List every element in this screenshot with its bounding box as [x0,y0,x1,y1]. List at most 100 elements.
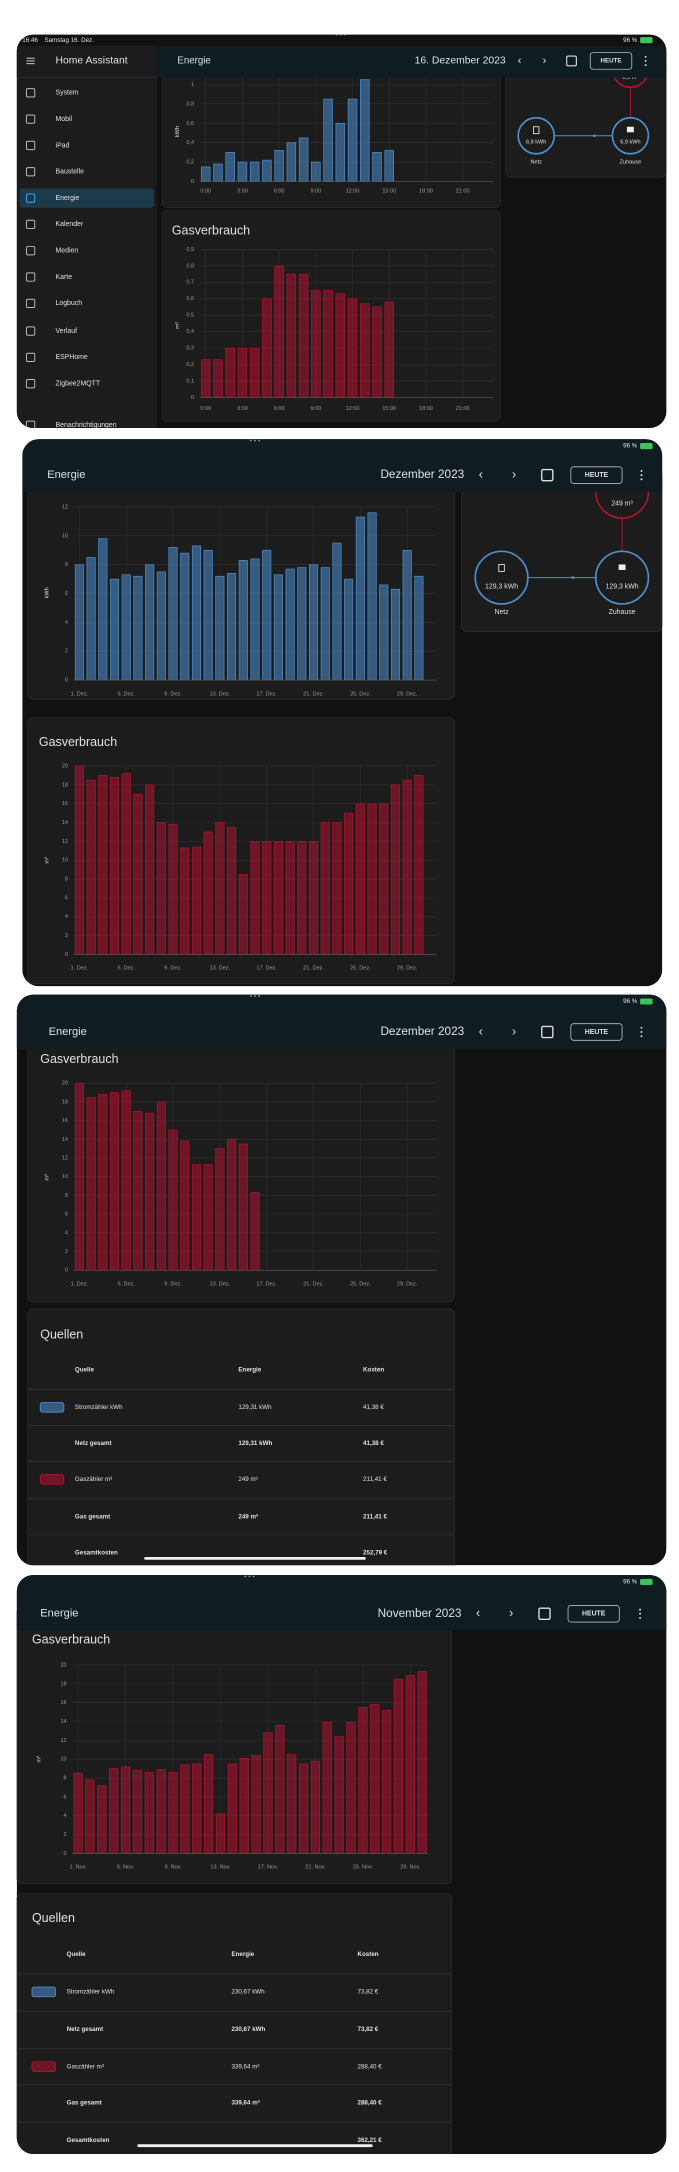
y-tick-label: 0,6 [186,121,194,127]
menu-item[interactable]: Baustelle [56,169,85,176]
menu-item[interactable]: ESPHome [56,354,88,361]
table-cell: 73,82 € [358,2026,379,2033]
menu-dot[interactable] [644,55,647,58]
bar [133,575,143,681]
y-tick-label: 10 [62,533,68,539]
x-tick-label: 1. Dez. [71,966,89,972]
calendar-button[interactable] [538,1607,551,1620]
bar [238,560,248,681]
previous-button[interactable]: ‹ [476,1606,480,1620]
y-tick-label: 2 [65,649,68,655]
battery-icon [640,37,653,44]
bar [372,306,382,398]
menu-item[interactable]: Benachrichtigungen [56,422,117,429]
calendar-button[interactable] [541,1025,554,1039]
next-button[interactable]: › [543,55,547,67]
top-bar [22,439,663,492]
menu-icon [25,352,36,363]
previous-button[interactable]: ‹ [479,1024,483,1038]
menu-item[interactable]: Karte [56,274,73,281]
status-date: Samstag 16. Dez. [44,37,94,44]
x-tick-label: 25. Dez. [350,1282,371,1288]
multitask-dot [250,439,252,442]
x-tick-label: 21. Nov. [305,1865,326,1871]
home-value: 129,3 kWh [606,584,639,591]
battery-icon [640,1578,653,1585]
x-tick-label: 18:00 [419,189,433,195]
y-tick-label: 2 [65,933,68,939]
tower-icon [533,126,540,135]
menu-dot[interactable] [640,1031,643,1033]
menu-dot[interactable] [644,59,647,62]
menu-dot[interactable] [639,1612,642,1615]
previous-button[interactable]: ‹ [479,467,483,481]
bar [145,784,155,955]
bar [97,1785,107,1854]
bar [298,1763,309,1854]
card-title: Gasverbrauch [172,224,250,238]
legend-swatch [31,1986,56,1998]
menu-item[interactable]: iPad [56,142,70,149]
card [27,1308,455,1566]
x-tick-label: 25. Nov. [353,1865,374,1871]
top-bar-left [16,45,157,78]
bar [355,516,365,681]
next-button[interactable]: › [509,1606,513,1620]
bar [249,347,260,398]
menu-dot[interactable] [639,1608,642,1611]
menu-dot[interactable] [640,1026,643,1029]
today-button[interactable] [589,52,633,70]
table-cell: 362,21 € [358,2137,383,2144]
y-axis-label: m³ [36,1756,42,1763]
table-cell: 129,31 kWh [238,1440,272,1447]
menu-item[interactable]: System [56,90,79,97]
y-tick-label: 20 [62,1081,68,1087]
x-tick-label: 13. Dez. [210,691,231,697]
x-tick-label: 17. Dez. [256,1282,277,1288]
bar [73,1772,83,1854]
menu-item[interactable]: Zigbee2MQTT [56,381,101,388]
y-axis-label: kWh [45,587,51,598]
next-button[interactable]: › [512,1024,516,1038]
x-tick-label: 12:00 [346,406,360,412]
next-button[interactable]: › [512,467,516,481]
today-button[interactable] [567,1605,620,1623]
x-tick-label: 21:00 [456,406,470,412]
menu-icon [25,326,36,336]
bar [286,142,297,182]
menu-item[interactable]: Kalender [56,221,84,228]
today-button[interactable] [570,1023,623,1041]
menu-dot[interactable] [639,1616,642,1619]
menu-dot[interactable] [640,469,643,472]
menu-dot[interactable] [644,64,647,67]
previous-button[interactable]: ‹ [518,55,522,67]
bar [286,273,297,398]
y-tick-label: 4 [65,620,68,626]
today-button[interactable] [570,466,623,484]
menu-dot[interactable] [640,478,643,481]
bar [335,293,346,398]
calendar-button[interactable] [541,468,554,482]
menu-item[interactable]: Logbuch [56,300,83,307]
top-bar [16,994,667,1049]
x-tick-label: 9. Dez. [164,1282,182,1288]
status-time: 16:46 [22,37,38,44]
multitask-dot [250,995,252,997]
bar [98,1094,108,1271]
menu-dot[interactable] [640,474,643,477]
today-label: HEUTE [585,472,609,479]
menu-item[interactable]: Medien [56,248,79,255]
menu-item[interactable]: Mobil [56,116,73,123]
calendar-button[interactable] [566,55,577,67]
y-tick-label: 14 [62,820,68,826]
y-tick-label: 0 [65,1268,68,1274]
bar [262,298,272,398]
menu-item[interactable]: Verlauf [56,328,78,335]
menu-item[interactable]: Energie [56,195,80,202]
bar [263,1732,273,1854]
table-cell: 288,40 € [358,2099,383,2106]
bar [344,578,354,681]
menu-dot[interactable] [640,1035,643,1038]
x-tick-label: 3:00 [237,406,248,412]
y-tick-label: 12 [62,839,68,845]
